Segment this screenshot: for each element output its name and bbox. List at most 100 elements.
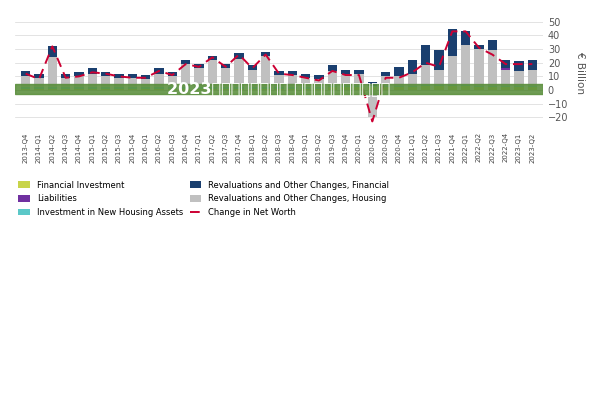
Bar bbox=[154, 74, 164, 87]
Bar bbox=[354, 74, 364, 86]
Bar bbox=[448, 56, 457, 84]
Bar bbox=[88, 68, 97, 74]
Bar bbox=[167, 87, 177, 89]
Bar bbox=[354, 87, 364, 90]
Bar bbox=[61, 87, 70, 89]
Bar bbox=[194, 87, 204, 89]
Bar bbox=[314, 75, 324, 79]
Bar bbox=[341, 87, 350, 90]
Bar bbox=[448, 84, 457, 86]
Bar bbox=[261, 87, 271, 89]
Bar bbox=[114, 74, 124, 78]
Bar bbox=[248, 89, 257, 90]
Bar bbox=[394, 87, 404, 90]
Bar bbox=[474, 86, 484, 87]
Bar bbox=[234, 59, 244, 87]
Bar bbox=[194, 89, 204, 90]
Bar bbox=[88, 89, 97, 90]
Bar bbox=[501, 60, 511, 68]
Bar bbox=[301, 78, 310, 87]
Bar bbox=[141, 75, 151, 79]
Bar bbox=[21, 89, 31, 90]
Bar bbox=[501, 70, 511, 86]
Bar bbox=[47, 46, 57, 57]
Bar bbox=[514, 71, 524, 86]
Bar bbox=[434, 84, 444, 86]
Bar bbox=[234, 89, 244, 90]
Bar bbox=[61, 89, 70, 90]
Bar bbox=[74, 72, 84, 76]
Bar bbox=[274, 87, 284, 89]
Text: 2023十大股票配资平台 澳门火锅加盟详情攻略: 2023十大股票配资平台 澳门火锅加盟详情攻略 bbox=[167, 82, 391, 96]
Bar bbox=[194, 68, 204, 87]
Bar bbox=[488, 40, 497, 50]
Bar bbox=[47, 57, 57, 87]
Bar bbox=[461, 86, 470, 90]
Bar bbox=[474, 45, 484, 49]
Bar bbox=[181, 60, 190, 64]
Bar bbox=[314, 89, 324, 90]
Bar bbox=[154, 89, 164, 90]
Bar bbox=[381, 87, 391, 90]
Bar bbox=[328, 86, 337, 87]
Y-axis label: € Billion: € Billion bbox=[575, 52, 585, 94]
Bar bbox=[21, 87, 31, 89]
Bar bbox=[394, 86, 404, 87]
Bar bbox=[234, 53, 244, 59]
Bar bbox=[261, 52, 271, 56]
Bar bbox=[128, 74, 137, 78]
Bar bbox=[154, 87, 164, 89]
Bar bbox=[461, 45, 470, 84]
Bar bbox=[421, 66, 430, 84]
Bar bbox=[287, 87, 297, 89]
Bar bbox=[21, 76, 31, 87]
Bar bbox=[354, 86, 364, 87]
Bar bbox=[407, 87, 417, 90]
Bar bbox=[181, 64, 190, 87]
Bar bbox=[501, 86, 511, 87]
Bar bbox=[381, 72, 391, 76]
Bar bbox=[167, 89, 177, 90]
Bar bbox=[74, 76, 84, 87]
Bar bbox=[527, 60, 537, 70]
Bar bbox=[421, 45, 430, 66]
Bar bbox=[434, 70, 444, 84]
Bar bbox=[488, 87, 497, 90]
Bar bbox=[381, 86, 391, 87]
Bar bbox=[141, 89, 151, 90]
Bar bbox=[101, 87, 110, 89]
Bar bbox=[221, 68, 230, 87]
Bar bbox=[101, 89, 110, 90]
Bar bbox=[287, 89, 297, 90]
Bar bbox=[434, 86, 444, 90]
Bar bbox=[274, 71, 284, 75]
Bar bbox=[314, 87, 324, 89]
Bar bbox=[181, 89, 190, 90]
Bar bbox=[461, 84, 470, 86]
Bar bbox=[421, 84, 430, 86]
Bar bbox=[394, 76, 404, 86]
Bar bbox=[514, 61, 524, 71]
Bar bbox=[101, 72, 110, 76]
Bar bbox=[274, 89, 284, 90]
Bar bbox=[274, 75, 284, 87]
Bar bbox=[448, 29, 457, 56]
Bar bbox=[287, 71, 297, 75]
Bar bbox=[208, 56, 217, 60]
Bar bbox=[461, 31, 470, 45]
Bar bbox=[234, 87, 244, 89]
Bar bbox=[154, 68, 164, 74]
Bar bbox=[474, 49, 484, 86]
Bar bbox=[301, 74, 310, 78]
Bar bbox=[314, 79, 324, 87]
Bar bbox=[248, 66, 257, 70]
Bar bbox=[368, 90, 377, 117]
Bar bbox=[261, 56, 271, 87]
Bar bbox=[328, 66, 337, 71]
Bar bbox=[34, 89, 44, 90]
Bar bbox=[341, 70, 350, 74]
Bar bbox=[101, 76, 110, 87]
Bar bbox=[287, 75, 297, 87]
Bar bbox=[61, 78, 70, 87]
Bar bbox=[167, 72, 177, 76]
